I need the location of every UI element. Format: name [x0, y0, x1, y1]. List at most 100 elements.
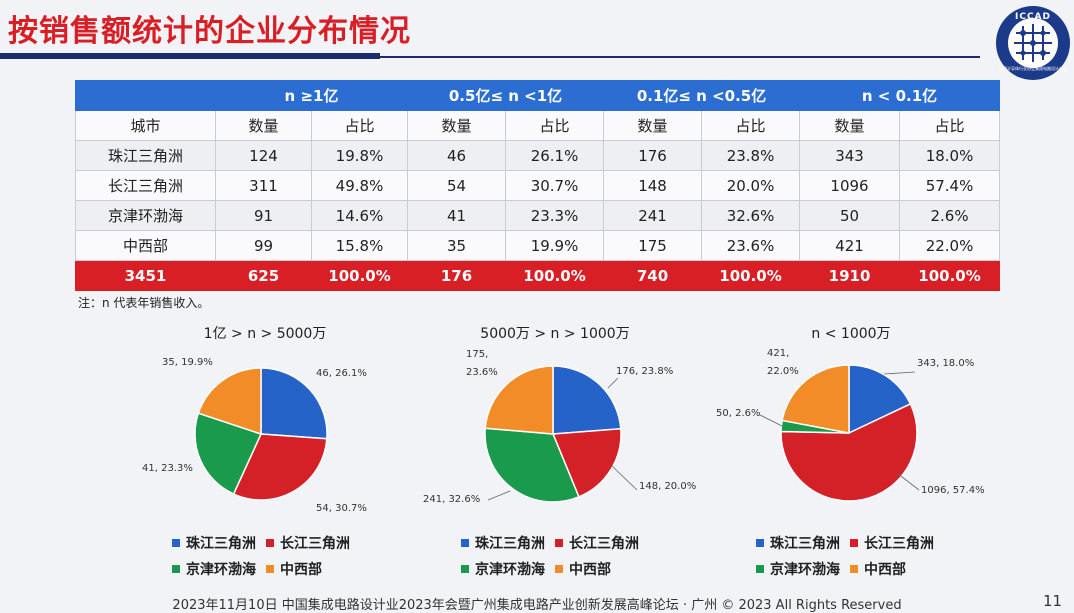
table-cell: 1910 — [799, 260, 901, 291]
table-cell: 数量 — [799, 110, 901, 141]
pie-slice-2 — [232, 433, 328, 501]
table-cell: 50 — [799, 200, 901, 231]
legend-item: 长江三角洲 — [850, 533, 934, 553]
title-underline-bar — [0, 53, 380, 59]
table-cell: 740 — [603, 260, 703, 291]
table-cell: 占比 — [310, 110, 409, 141]
table-cell: 1096 — [799, 170, 901, 201]
table-cell: 100.0% — [899, 260, 1001, 291]
pie-slice-2 — [780, 402, 918, 502]
pie-slice-2 — [551, 428, 622, 498]
legend-swatch — [266, 539, 274, 547]
table-row: 长江三角洲 311 49.8% 54 30.7% 148 20.0% 1096 57.4% — [75, 170, 1001, 201]
logo-text: ICCAD — [1015, 12, 1051, 22]
leader-line — [487, 490, 511, 501]
legend-swatch — [756, 565, 764, 573]
table-cell: 57.4% — [899, 170, 1001, 201]
table-cell: 23.3% — [505, 200, 605, 231]
legend-swatch — [850, 539, 858, 547]
pie1-label-jingjin: 41, 23.3% — [142, 463, 193, 474]
legend-swatch — [850, 565, 858, 573]
table-cell: 41 — [407, 200, 507, 231]
legend-2: 珠江三角洲 长江三角洲 京津环渤海 中西部 — [461, 530, 661, 582]
pie3-label-zhongxi: 421, 22.0% — [767, 348, 799, 377]
table-cell: 311 — [215, 170, 312, 201]
table-cell: 625 — [215, 260, 312, 291]
legend-item: 中西部 — [555, 559, 611, 579]
band-header-blank — [75, 80, 216, 111]
pie3-label-zhujiang: 343, 18.0% — [917, 358, 975, 369]
table-cell: 91 — [215, 200, 312, 231]
legend-3: 珠江三角洲 长江三角洲 京津环渤海 中西部 — [756, 530, 956, 582]
legend-swatch — [555, 539, 563, 547]
legend-swatch — [756, 539, 764, 547]
band-header: 0.1亿≤ n <0.5亿 — [603, 80, 801, 111]
table-cell: 100.0% — [310, 260, 409, 291]
table-cell: 数量 — [407, 110, 507, 141]
table-cell: 3451 — [75, 260, 216, 291]
pie1-label-changjiang: 54, 30.7% — [316, 503, 367, 514]
table-cell: 176 — [407, 260, 507, 291]
pie-slice-3 — [194, 412, 263, 496]
pie1-label-zhongxi: 35, 19.9% — [162, 357, 213, 368]
table-cell: 数量 — [215, 110, 312, 141]
pie-slice-1 — [848, 364, 912, 435]
table-cell: 京津环渤海 — [75, 200, 216, 231]
table-cell: 148 — [603, 170, 703, 201]
legend-item: 珠江三角洲 — [461, 533, 545, 553]
pie-slice-1 — [260, 367, 328, 440]
table-cell: 32.6% — [701, 200, 801, 231]
table-cell: 城市 — [75, 110, 216, 141]
legend-swatch — [172, 539, 180, 547]
pie-chart-2 — [484, 365, 622, 503]
legend-item: 珠江三角洲 — [172, 533, 256, 553]
table-cell: 18.0% — [899, 140, 1001, 171]
table-cell: 22.0% — [899, 230, 1001, 261]
table-cell: 100.0% — [505, 260, 605, 291]
leader-line — [883, 371, 916, 375]
table-cell: 占比 — [899, 110, 1001, 141]
table-cell: 23.6% — [701, 230, 801, 261]
pie1-label-zhujiang: 46, 26.1% — [316, 368, 367, 379]
leader-line — [611, 465, 638, 491]
legend-1: 珠江三角洲 长江三角洲 京津环渤海 中西部 — [172, 530, 372, 582]
band-header: n ≥1亿 — [214, 80, 409, 111]
table-cell: 数量 — [603, 110, 703, 141]
footer-text: 2023年11月10日 中国集成电路设计业2023年会暨广州集成电路产业创新发展… — [172, 598, 902, 613]
pie-chart-3 — [780, 364, 918, 502]
pie-slice-4 — [484, 365, 554, 435]
table-cell: 100.0% — [701, 260, 801, 291]
pie-slice-1 — [552, 365, 622, 435]
table-cell: 14.6% — [310, 200, 409, 231]
table-cell: 长江三角洲 — [75, 170, 216, 201]
table-cell: 占比 — [701, 110, 801, 141]
leader-line — [607, 377, 619, 389]
title-underline-rule — [380, 56, 980, 58]
pie-slice-4 — [197, 367, 262, 436]
table-cell: 49.8% — [310, 170, 409, 201]
page-title: 按销售额统计的企业分布情况 — [8, 14, 411, 49]
table-cell: 343 — [799, 140, 901, 171]
pie-title-3: n < 1000万 — [811, 326, 891, 342]
pie3-label-changjiang: 1096, 57.4% — [921, 485, 985, 496]
table-cell: 26.1% — [505, 140, 605, 171]
table-note: 注：n 代表年销售收入。 — [78, 296, 210, 310]
legend-swatch — [172, 565, 180, 573]
table-total-row: 3451 625 100.0% 176 100.0% 740 100.0% 1910 100.0… — [75, 260, 1001, 291]
pie2-label-zhongxi: 175, 23.6% — [466, 349, 498, 378]
table-cell: 珠江三角洲 — [75, 140, 216, 171]
legend-swatch — [555, 565, 563, 573]
page-number: 11 — [1043, 592, 1063, 610]
table-cell: 46 — [407, 140, 507, 171]
legend-swatch — [266, 565, 274, 573]
table-cell: 175 — [603, 230, 703, 261]
legend-item: 京津环渤海 — [756, 559, 840, 579]
table-row: 珠江三角洲 124 19.8% 46 26.1% 176 23.8% 343 18.0% — [75, 140, 1001, 171]
table-cell: 241 — [603, 200, 703, 231]
pie-chart-1 — [194, 367, 328, 501]
pie-title-1: 1亿 > n > 5000万 — [203, 326, 327, 342]
table-cell: 421 — [799, 230, 901, 261]
distribution-table: n ≥1亿 0.5亿≤ n <1亿 0.1亿≤ n <0.5亿 n < 0.1亿… — [75, 80, 1001, 291]
pie-slice-4 — [781, 364, 850, 434]
